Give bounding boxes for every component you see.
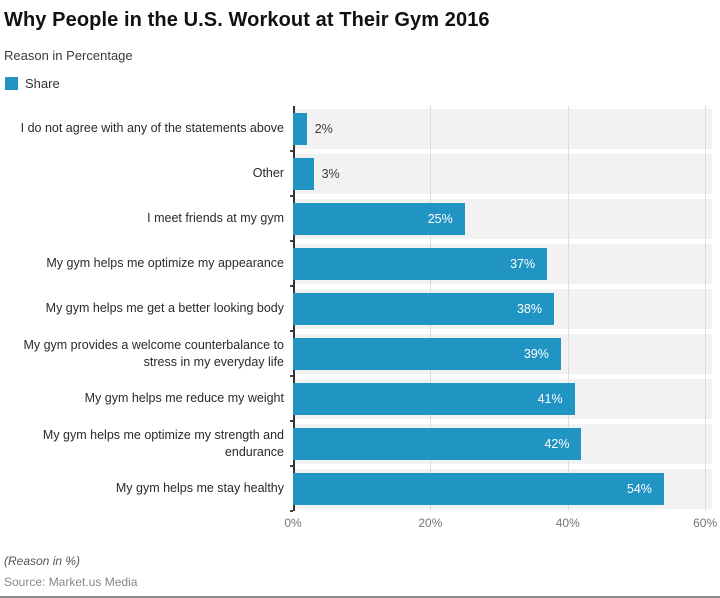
footer-source: Source: Market.us Media <box>4 575 138 589</box>
bar: 41% <box>293 382 575 415</box>
x-axis-labels: 0% 20% 40% 60% <box>284 511 717 535</box>
chart-row: My gym helps me optimize my strength and… <box>0 421 720 466</box>
chart-subtitle: Reason in Percentage <box>4 48 133 63</box>
chart-row: Other 3% <box>0 151 720 196</box>
chart-header: Why People in the U.S. Workout at Their … <box>0 0 720 91</box>
category-label: Other <box>252 166 284 181</box>
bar: 37% <box>293 247 548 280</box>
bar: 38% <box>293 292 555 325</box>
row-band: 41% <box>293 378 712 419</box>
row-band: 38% <box>293 288 712 329</box>
chart-rows: I do not agree with any of the statement… <box>0 106 720 511</box>
row-band: 3% <box>293 153 712 194</box>
row-band: 39% <box>293 333 712 374</box>
bar-value-label: 37% <box>510 256 536 271</box>
row-band: 42% <box>293 423 712 464</box>
category-label: My gym helps me get a better looking bod… <box>45 301 284 316</box>
row-band: 54% <box>293 468 712 509</box>
bar: 54% <box>293 472 664 505</box>
category-label: My gym provides a welcome counterbalance… <box>23 338 284 369</box>
bar-value-label: 42% <box>544 436 570 451</box>
legend-swatch-icon <box>5 77 18 90</box>
x-tick-label: 60% <box>693 516 718 530</box>
bar-value-label: 2% <box>314 121 333 136</box>
chart-title: Why People in the U.S. Workout at Their … <box>4 9 490 31</box>
chart-footer: (Reason in %) Source: Market.us Media <box>0 554 720 589</box>
bar-value-label: 3% <box>321 166 340 181</box>
category-label: My gym helps me stay healthy <box>115 481 284 496</box>
bar-value-label: 54% <box>626 481 652 496</box>
category-label: I do not agree with any of the statement… <box>20 121 284 136</box>
bar-value-label: 39% <box>523 346 549 361</box>
chart-row: I do not agree with any of the statement… <box>0 106 720 151</box>
bar: 39% <box>293 337 561 370</box>
chart-row: My gym helps me optimize my appearance 37… <box>0 241 720 286</box>
chart-row: My gym helps me stay healthy 54% <box>0 466 720 511</box>
bar-chart: I do not agree with any of the statement… <box>0 106 720 535</box>
legend-label: Share <box>25 76 60 91</box>
bar <box>293 112 307 145</box>
category-label: My gym helps me optimize my appearance <box>46 256 284 271</box>
bar: 42% <box>293 427 582 460</box>
row-band: 25% <box>293 198 712 239</box>
legend: Share <box>4 76 712 91</box>
category-label: My gym helps me reduce my weight <box>84 391 284 406</box>
chart-row: My gym helps me get a better looking bod… <box>0 286 720 331</box>
category-label: I meet friends at my gym <box>147 211 284 226</box>
x-tick-label: 40% <box>555 516 580 530</box>
x-tick-label: 20% <box>418 516 443 530</box>
bar: 25% <box>293 202 465 235</box>
chart-row: I meet friends at my gym 25% <box>0 196 720 241</box>
bar-value-label: 25% <box>427 211 453 226</box>
bar <box>293 157 314 190</box>
footer-note: (Reason in %) <box>4 554 81 568</box>
row-band: 2% <box>293 108 712 149</box>
x-tick-label: 0% <box>284 516 302 530</box>
category-label: My gym helps me optimize my strength and… <box>42 428 284 459</box>
bar-value-label: 38% <box>516 301 543 316</box>
row-band: 37% <box>293 243 712 284</box>
chart-row: My gym helps me reduce my weight 41% <box>0 376 720 421</box>
chart-row: My gym provides a welcome counterbalance… <box>0 331 720 376</box>
bar-value-label: 41% <box>537 391 563 406</box>
